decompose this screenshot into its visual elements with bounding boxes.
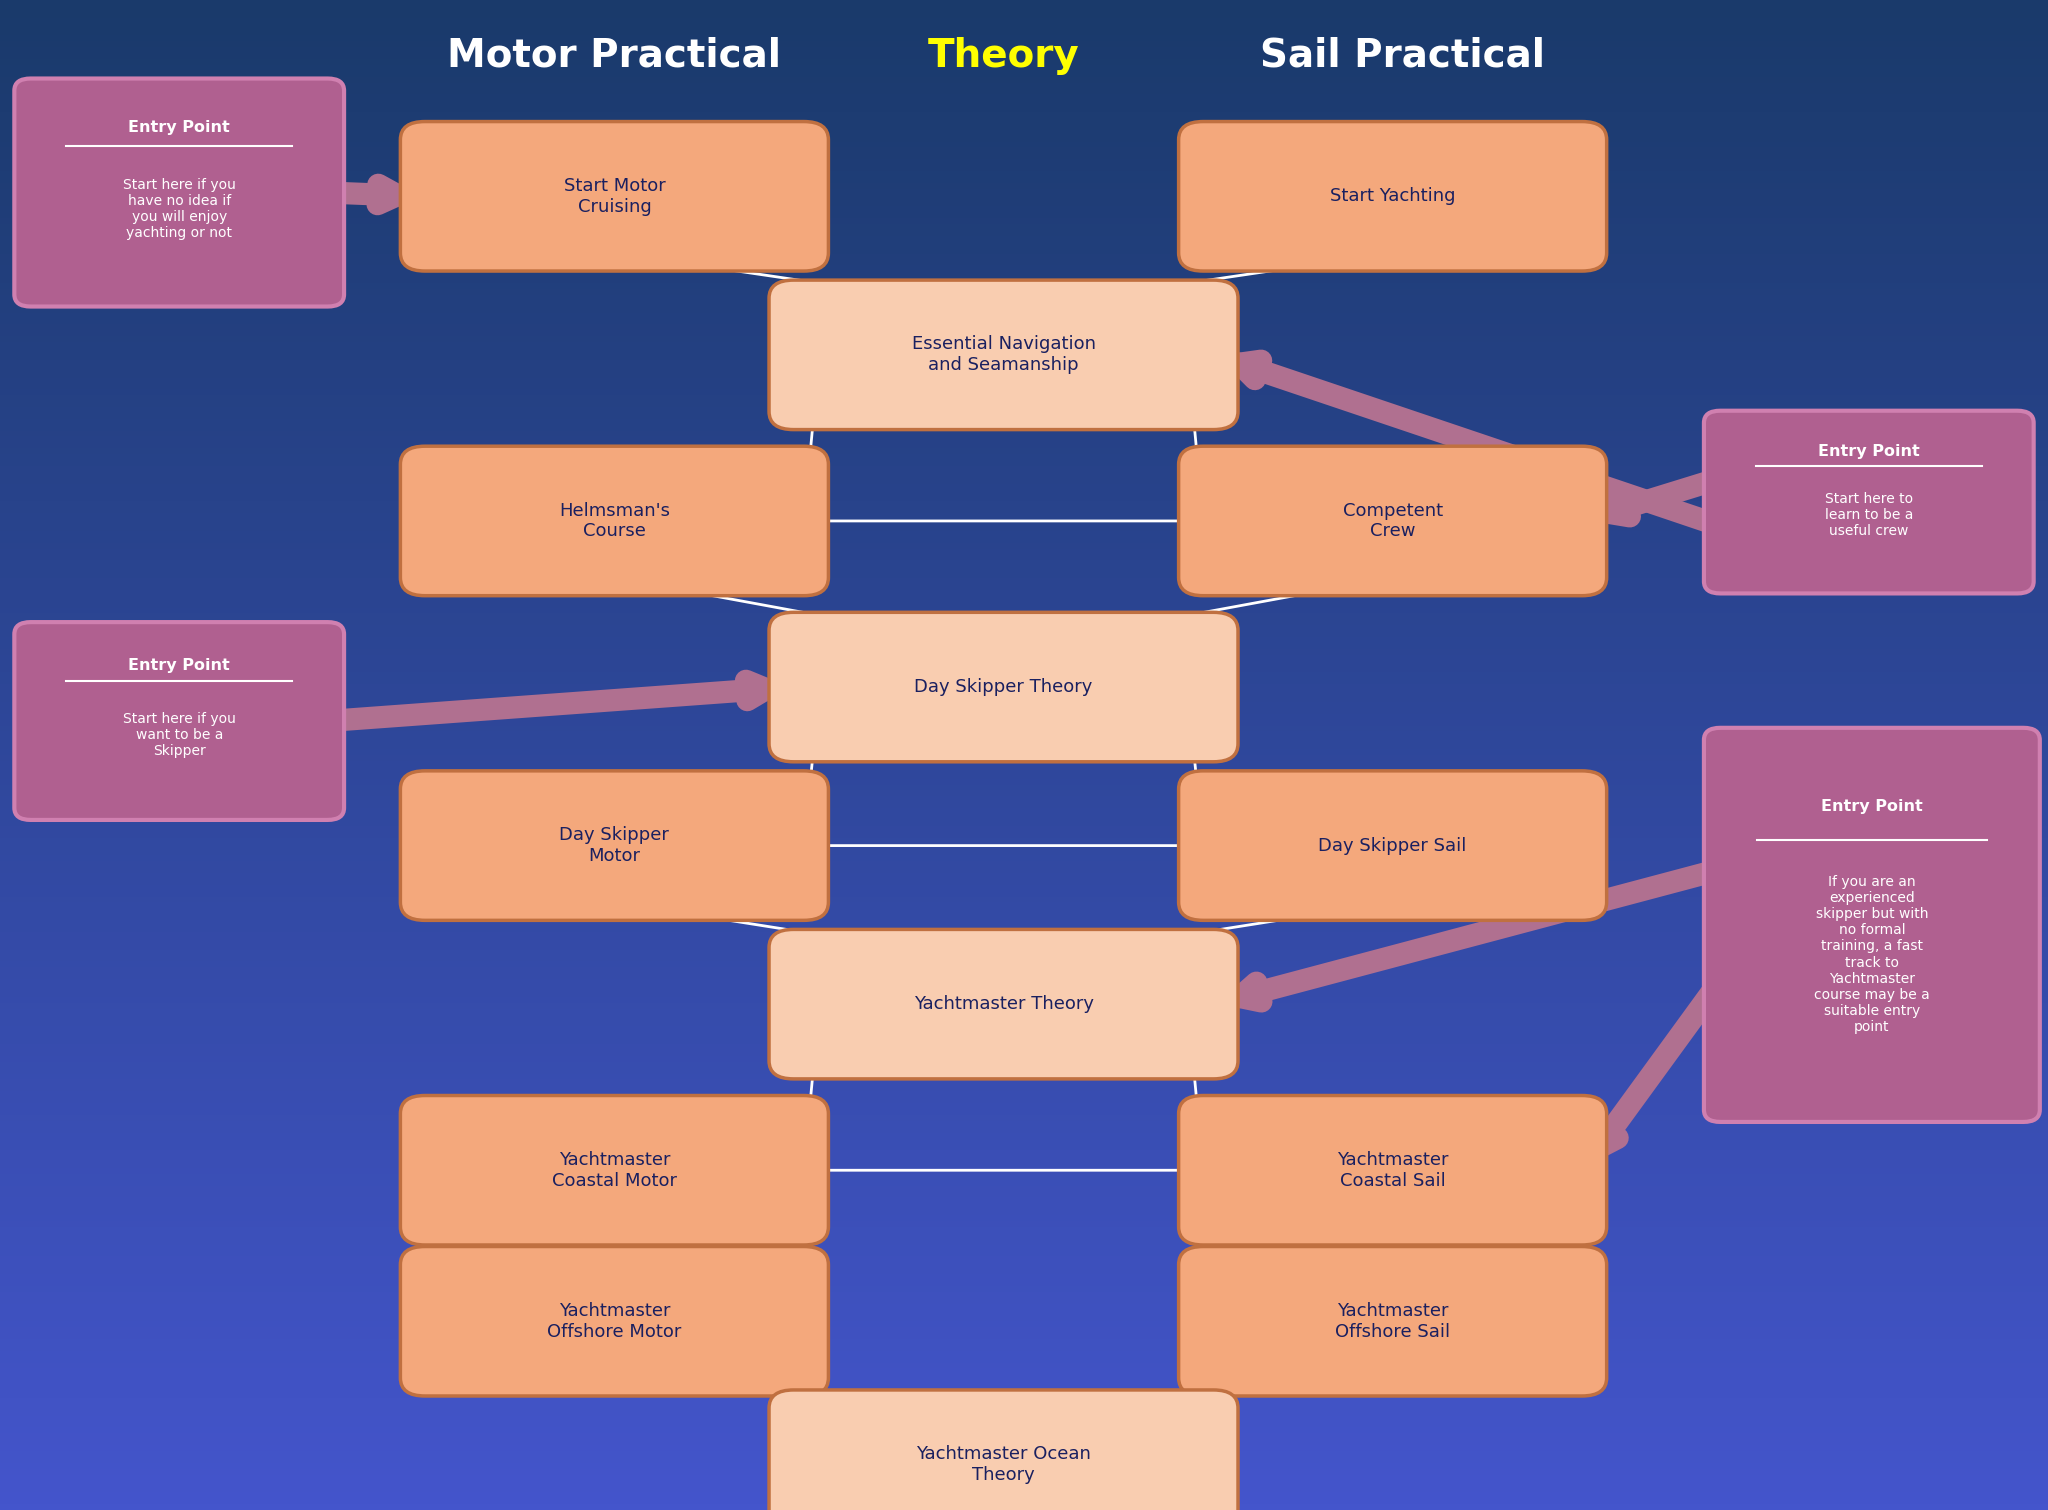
FancyBboxPatch shape [1180,122,1606,272]
Text: Entry Point: Entry Point [129,658,229,673]
Text: Motor Practical: Motor Practical [446,36,782,76]
Text: Start here if you
want to be a
Skipper: Start here if you want to be a Skipper [123,711,236,758]
Text: Theory: Theory [928,36,1079,76]
FancyBboxPatch shape [770,613,1237,761]
FancyBboxPatch shape [14,622,344,820]
Text: If you are an
experienced
skipper but with
no formal
training, a fast
track to
Y: If you are an experienced skipper but wi… [1815,874,1929,1034]
FancyBboxPatch shape [770,281,1237,429]
FancyBboxPatch shape [399,1096,827,1244]
Text: Yachtmaster Ocean
Theory: Yachtmaster Ocean Theory [915,1445,1092,1484]
Text: Yachtmaster
Coastal Sail: Yachtmaster Coastal Sail [1337,1151,1448,1190]
Text: Yachtmaster Theory: Yachtmaster Theory [913,995,1094,1013]
Text: Day Skipper Theory: Day Skipper Theory [913,678,1094,696]
FancyBboxPatch shape [1180,770,1606,921]
Text: Entry Point: Entry Point [1821,799,1923,814]
Text: Yachtmaster
Offshore Sail: Yachtmaster Offshore Sail [1335,1302,1450,1341]
Text: Start here if you
have no idea if
you will enjoy
yachting or not: Start here if you have no idea if you wi… [123,178,236,240]
Text: Yachtmaster
Coastal Motor: Yachtmaster Coastal Motor [551,1151,678,1190]
FancyBboxPatch shape [1704,411,2034,593]
Text: Start Motor
Cruising: Start Motor Cruising [563,177,666,216]
FancyBboxPatch shape [399,1247,827,1395]
FancyBboxPatch shape [1704,728,2040,1122]
FancyBboxPatch shape [399,122,827,272]
Text: Essential Navigation
and Seamanship: Essential Navigation and Seamanship [911,335,1096,374]
Text: Sail Practical: Sail Practical [1260,36,1546,76]
Text: Start here to
learn to be a
useful crew: Start here to learn to be a useful crew [1825,492,1913,538]
FancyBboxPatch shape [770,1389,1237,1510]
FancyBboxPatch shape [399,770,827,921]
Text: Entry Point: Entry Point [129,119,229,134]
Text: Day Skipper Sail: Day Skipper Sail [1319,837,1466,855]
FancyBboxPatch shape [14,79,344,307]
FancyBboxPatch shape [770,929,1237,1078]
FancyBboxPatch shape [399,447,827,595]
Text: Start Yachting: Start Yachting [1329,187,1456,205]
FancyBboxPatch shape [1180,1247,1606,1395]
Text: Day Skipper
Motor: Day Skipper Motor [559,826,670,865]
FancyBboxPatch shape [1180,447,1606,595]
Text: Helmsman's
Course: Helmsman's Course [559,501,670,541]
FancyBboxPatch shape [1180,1096,1606,1244]
Text: Entry Point: Entry Point [1819,444,1919,459]
Text: Yachtmaster
Offshore Motor: Yachtmaster Offshore Motor [547,1302,682,1341]
Text: Competent
Crew: Competent Crew [1343,501,1442,541]
